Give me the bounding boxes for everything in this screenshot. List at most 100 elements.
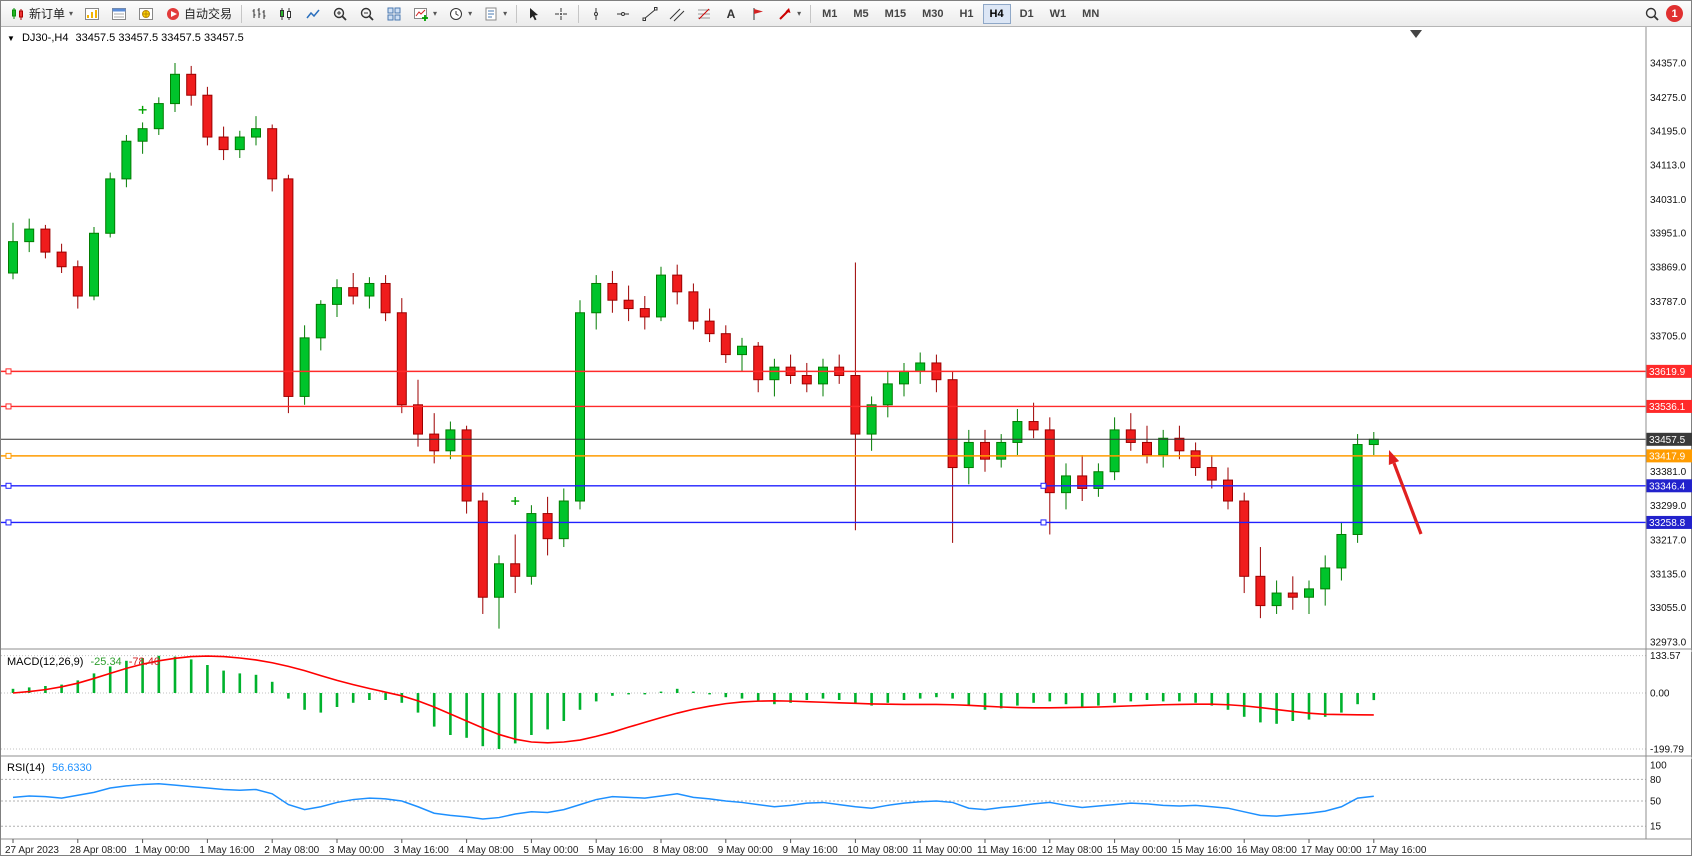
candle-body — [445, 429, 456, 452]
macd-label: MACD(12,26,9) — [7, 656, 84, 668]
candle-body — [1093, 471, 1104, 489]
notification-badge[interactable]: 1 — [1666, 5, 1683, 22]
price-badge — [1646, 432, 1692, 446]
price-line-33457.5[interactable]: 33457.5 — [1, 432, 1692, 446]
timeframe-m1-button[interactable]: M1 — [822, 7, 838, 20]
candle-body — [251, 128, 261, 138]
vertical-line-button[interactable] — [583, 3, 609, 25]
timeframe-w1-button[interactable]: W1 — [1049, 7, 1067, 20]
macd-main-value: -25.34 — [90, 656, 122, 668]
time-axis-label: 15 May 00:00 — [1107, 845, 1168, 856]
crosshair-button[interactable] — [548, 3, 574, 25]
line-handle[interactable] — [1040, 482, 1047, 489]
price-line-33536.1[interactable]: 33536.1 — [1, 399, 1692, 413]
candle-body — [1271, 592, 1282, 607]
candles-layer[interactable] — [8, 63, 1379, 629]
candle-body — [753, 345, 764, 381]
candle-body — [1287, 592, 1298, 598]
timeframe-m30-button[interactable]: M30 — [922, 7, 944, 20]
candle-body — [105, 178, 116, 234]
indicators-button[interactable]: ▾ — [408, 3, 442, 25]
timeframe-mn-button[interactable]: MN — [1082, 7, 1100, 20]
line-handle[interactable] — [5, 403, 12, 410]
price-badge-label: 33417.9 — [1649, 451, 1686, 462]
tile-windows-icon — [387, 7, 401, 20]
channel-button[interactable] — [664, 3, 690, 25]
timeframe-m15-button[interactable]: M15 — [884, 7, 907, 20]
price-line-33619.9[interactable]: 33619.9 — [1, 364, 1692, 378]
candle-body — [1158, 437, 1169, 456]
candle-body — [1125, 429, 1136, 443]
rsi-axis-label: 80 — [1650, 775, 1662, 786]
line-handle[interactable] — [5, 482, 12, 489]
label-button[interactable] — [745, 3, 771, 25]
timeframe-m5-button[interactable]: M5 — [853, 7, 869, 20]
zoom-in-button[interactable] — [327, 3, 353, 25]
market-watch-button[interactable] — [79, 3, 105, 25]
time-axis-label: 27 Apr 2023 — [5, 845, 59, 856]
line-chart-button[interactable] — [300, 3, 326, 25]
rsi-value: 56.6330 — [51, 762, 92, 774]
trendline-button[interactable] — [637, 3, 663, 25]
periods-icon — [450, 7, 463, 20]
chart-symbol-period: DJ30-,H4 — [21, 32, 69, 44]
line-handle[interactable] — [5, 452, 12, 459]
time-axis-label: 11 May 16:00 — [977, 845, 1037, 856]
horizontal-line-button[interactable] — [610, 3, 636, 25]
zoom-out-button[interactable] — [354, 3, 380, 25]
candle-body — [137, 128, 148, 142]
price-badge — [1646, 515, 1692, 529]
time-axis-label: 2 May 08:00 — [264, 845, 319, 856]
candle-body — [380, 282, 391, 314]
market-watch-icon — [85, 7, 100, 20]
price-axis-label: 33787.0 — [1650, 297, 1687, 308]
arrows-button[interactable]: ▾ — [772, 3, 806, 25]
bar-chart-button[interactable] — [246, 3, 272, 25]
price-line-33417.9[interactable]: 33417.9 — [1, 449, 1692, 463]
candle-body — [186, 73, 197, 96]
search-button[interactable] — [1639, 3, 1665, 25]
new-order-button[interactable]: 新订单 ▾ — [5, 3, 78, 25]
chevron-down-icon: ▾ — [468, 9, 473, 18]
line-handle[interactable] — [1040, 519, 1047, 526]
price-badge — [1646, 479, 1692, 493]
fractal-marker — [511, 497, 520, 506]
templates-button[interactable]: ▾ — [478, 3, 512, 25]
trend-arrow-annotation[interactable] — [1388, 450, 1423, 535]
candle-body — [720, 333, 731, 356]
candle-body — [1336, 533, 1347, 569]
navigator-button[interactable] — [133, 3, 159, 25]
candle-body — [477, 500, 488, 598]
line-handle[interactable] — [5, 519, 12, 526]
price-axis-label: 34275.0 — [1650, 93, 1687, 104]
periods-button[interactable]: ▾ — [443, 3, 477, 25]
time-axis-label: 5 May 00:00 — [523, 845, 578, 856]
candle-body — [656, 274, 666, 318]
auto-trading-button[interactable]: 自动交易 — [160, 3, 237, 25]
price-line-33346.4[interactable]: 33346.4 — [1, 479, 1692, 493]
main-toolbar: 新订单 ▾ 自动交易 ▾ ▾ ▾ A ▾ M1 M5 M15 M30 H1 H4 D1 W1 M… — [1, 1, 1691, 27]
price-axis-label: 33135.0 — [1650, 570, 1687, 581]
timeframe-d1-button[interactable]: D1 — [1019, 7, 1034, 20]
line-handle[interactable] — [5, 368, 12, 375]
text-button[interactable]: A — [718, 3, 744, 25]
candlestick-button[interactable] — [273, 3, 299, 25]
price-line-33258.8[interactable]: 33258.8 — [1, 515, 1692, 529]
timeframe-h1-button[interactable]: H1 — [959, 7, 974, 20]
macd-layer — [11, 655, 1376, 749]
time-axis-label: 4 May 08:00 — [459, 845, 514, 856]
macd-signal-line — [12, 655, 1374, 744]
timeframe-h4-button[interactable]: H4 — [982, 3, 1011, 24]
tile-windows-button[interactable] — [381, 3, 407, 25]
fibonacci-button[interactable] — [691, 3, 717, 25]
macd-axis-label: -199.79 — [1650, 744, 1684, 755]
chart-menu-icon[interactable]: ▼ — [7, 34, 15, 43]
cursor-button[interactable] — [521, 3, 547, 25]
chart-shift-marker[interactable] — [1410, 30, 1422, 38]
candle-body — [364, 282, 375, 297]
candle-body — [996, 441, 1007, 460]
data-window-button[interactable] — [106, 3, 132, 25]
candle-body — [56, 251, 67, 268]
candle-body — [8, 241, 18, 274]
